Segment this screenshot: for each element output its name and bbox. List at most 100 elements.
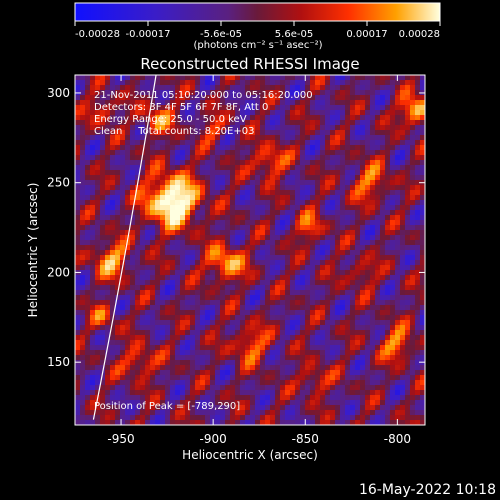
heatmap-cell [85, 205, 91, 211]
heatmap-cell [100, 225, 106, 231]
heatmap-cell [190, 315, 196, 321]
heatmap-cell [315, 375, 321, 381]
heatmap-cell [340, 385, 346, 391]
heatmap-cell [385, 230, 391, 236]
heatmap-cell [285, 270, 291, 276]
heatmap-cell [180, 330, 186, 336]
heatmap-cell [225, 250, 231, 256]
heatmap-cell [220, 90, 226, 96]
heatmap-cell [375, 200, 381, 206]
heatmap-cell [105, 165, 111, 171]
heatmap-cell [365, 415, 371, 421]
heatmap-cell [405, 155, 411, 161]
heatmap-cell [385, 155, 391, 161]
heatmap-cell [200, 265, 206, 271]
heatmap-cell [155, 395, 161, 401]
heatmap-cell [175, 320, 181, 326]
heatmap-cell [210, 95, 216, 101]
heatmap-cell [405, 220, 411, 226]
heatmap-cell [380, 120, 386, 126]
heatmap-cell [245, 255, 251, 261]
heatmap-cell [195, 80, 201, 86]
heatmap-cell [260, 205, 266, 211]
heatmap-cell [135, 360, 141, 366]
heatmap-cell [285, 80, 291, 86]
heatmap-cell [275, 140, 281, 146]
heatmap-cell [175, 80, 181, 86]
heatmap-cell [410, 305, 416, 311]
heatmap-cell [165, 270, 171, 276]
heatmap-cell [145, 245, 151, 251]
heatmap-cell [185, 375, 191, 381]
heatmap-cell [200, 255, 206, 261]
heatmap-cell [335, 225, 341, 231]
colorbar-tick-label: -0.00028 [75, 29, 120, 40]
heatmap-cell [180, 285, 186, 291]
heatmap-cell [125, 165, 131, 171]
heatmap-cell [355, 235, 361, 241]
heatmap-cell [150, 260, 156, 266]
heatmap-cell [350, 75, 356, 81]
heatmap-cell [150, 225, 156, 231]
heatmap-cell [190, 135, 196, 141]
heatmap-cell [315, 150, 321, 156]
heatmap-cell [175, 250, 181, 256]
heatmap-cell [395, 90, 401, 96]
heatmap-cell [185, 270, 191, 276]
heatmap-cell [255, 280, 261, 286]
heatmap-cell [260, 295, 266, 301]
heatmap-cell [100, 375, 106, 381]
heatmap-cell [255, 180, 261, 186]
heatmap-cell [95, 125, 101, 131]
heatmap-cell [175, 95, 181, 101]
heatmap-cell [265, 310, 271, 316]
heatmap-cell [100, 255, 106, 261]
heatmap-cell [190, 220, 196, 226]
heatmap-cell [355, 365, 361, 371]
heatmap-cell [90, 170, 96, 176]
heatmap-cell [280, 235, 286, 241]
heatmap-cell [365, 130, 371, 136]
heatmap-cell [125, 140, 131, 146]
heatmap-cell [80, 175, 86, 181]
heatmap-cell [405, 365, 411, 371]
heatmap-cell [285, 260, 291, 266]
heatmap-cell [360, 265, 366, 271]
heatmap-cell [265, 285, 271, 291]
heatmap-cell [350, 365, 356, 371]
heatmap-cell [375, 170, 381, 176]
heatmap-cell [410, 260, 416, 266]
heatmap-cell [180, 95, 186, 101]
heatmap-cell [360, 80, 366, 86]
heatmap-cell [410, 145, 416, 151]
heatmap-cell [140, 145, 146, 151]
heatmap-cell [380, 315, 386, 321]
heatmap-cell [395, 180, 401, 186]
heatmap-cell [315, 175, 321, 181]
heatmap-cell [355, 290, 361, 296]
heatmap-cell [265, 325, 271, 331]
heatmap-cell [265, 350, 271, 356]
heatmap-cell [150, 395, 156, 401]
heatmap-cell [345, 155, 351, 161]
heatmap-cell [155, 190, 161, 196]
heatmap-cell [410, 245, 416, 251]
heatmap-cell [360, 400, 366, 406]
heatmap-cell [335, 360, 341, 366]
heatmap-cell [135, 120, 141, 126]
heatmap-cell [345, 405, 351, 411]
heatmap-cell [400, 385, 406, 391]
x-tick-label: -950 [107, 432, 134, 446]
heatmap-cell [380, 190, 386, 196]
heatmap-cell [400, 415, 406, 421]
heatmap-cell [300, 315, 306, 321]
heatmap-cell [315, 335, 321, 341]
heatmap-cell [280, 360, 286, 366]
heatmap-cell [415, 245, 421, 251]
heatmap-cell [105, 395, 111, 401]
heatmap-cell [225, 355, 231, 361]
heatmap-cell [270, 185, 276, 191]
heatmap-cell [105, 125, 111, 131]
heatmap-cell [285, 360, 291, 366]
heatmap-cell [315, 405, 321, 411]
